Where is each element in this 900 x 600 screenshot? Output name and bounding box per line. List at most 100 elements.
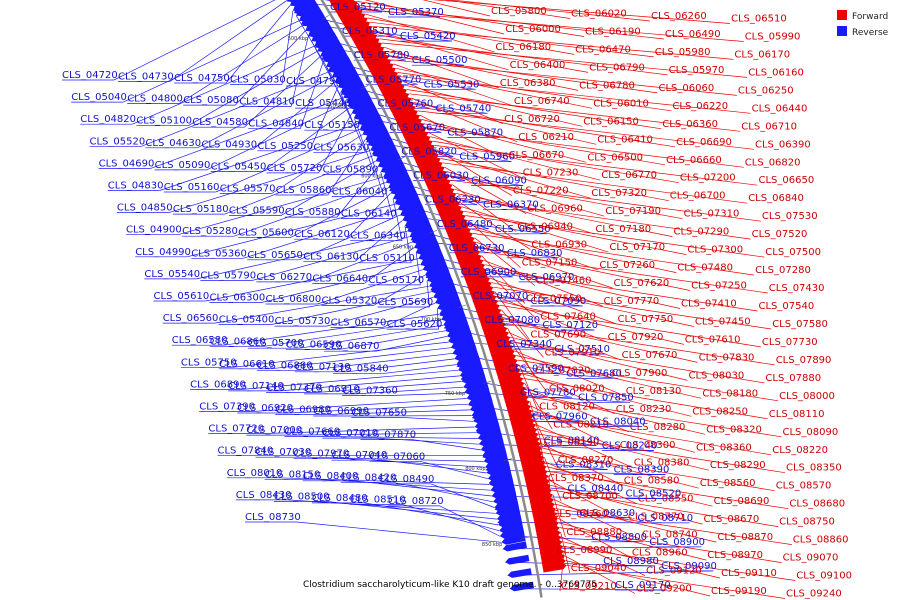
reverse-gene-marker xyxy=(505,554,530,565)
reverse-gene-marker xyxy=(435,291,459,305)
reverse-gene-label: CLS_05170 xyxy=(368,275,424,286)
reverse-gene-label: CLS_06480 xyxy=(437,219,493,230)
reverse-gene-label: CLS_06900 xyxy=(461,267,517,278)
reverse-gene-marker xyxy=(314,31,337,47)
forward-gene-label: CLS_08370 xyxy=(548,473,604,484)
forward-leader-line xyxy=(521,373,692,417)
forward-leader-line xyxy=(516,355,702,399)
forward-gene-label: CLS_07480 xyxy=(677,263,733,274)
forward-gene-marker xyxy=(436,201,461,215)
reverse-gene-label: CLS_07040 xyxy=(332,450,388,461)
reverse-gene-marker xyxy=(494,499,519,510)
forward-gene-label: CLS_08320 xyxy=(706,424,762,435)
reverse-gene-label: CLS_08520 xyxy=(626,489,682,500)
forward-gene-label: CLS_06000 xyxy=(505,24,561,35)
reverse-gene-label: CLS_04810 xyxy=(239,97,295,108)
forward-leader-line xyxy=(446,171,605,217)
reverse-gene-marker xyxy=(411,230,436,244)
forward-gene-label: CLS_07910 xyxy=(545,347,601,358)
reverse-leader-line xyxy=(456,366,619,379)
forward-gene-label: CLS_09100 xyxy=(796,571,852,582)
forward-gene-marker xyxy=(482,321,506,335)
forward-leader-line xyxy=(525,387,629,433)
forward-leader-line xyxy=(393,63,514,107)
forward-gene-label: CLS_08250 xyxy=(692,406,748,417)
forward-gene-marker xyxy=(483,326,508,339)
forward-leader-line xyxy=(523,378,768,420)
reverse-gene-marker xyxy=(487,470,512,481)
reverse-leader-line xyxy=(260,426,475,434)
reverse-gene-marker xyxy=(424,263,449,277)
reverse-gene-marker xyxy=(400,202,424,217)
reverse-leader-line xyxy=(354,220,403,262)
forward-gene-label: CLS_08700 xyxy=(562,491,618,502)
reverse-leader-line xyxy=(415,253,421,285)
reverse-gene-label: CLS_06570 xyxy=(331,318,387,329)
reverse-gene-label: CLS_04690 xyxy=(99,158,155,169)
scale-tick-label: 650 kbp xyxy=(393,245,413,251)
forward-gene-label: CLS_07150 xyxy=(522,258,578,269)
genome-backbone-arc xyxy=(320,0,543,598)
forward-gene-marker xyxy=(491,349,515,362)
forward-leader-line xyxy=(555,508,792,545)
reverse-leader-line xyxy=(159,123,358,191)
forward-gene-label: CLS_07580 xyxy=(772,319,828,330)
reverse-gene-label: CLS_06980 xyxy=(275,405,331,416)
forward-gene-marker xyxy=(486,335,511,348)
forward-gene-label: CLS_09190 xyxy=(711,586,767,597)
forward-gene-label: CLS_07410 xyxy=(681,299,737,310)
reverse-gene-label: CLS_08730 xyxy=(245,512,301,523)
reverse-gene-marker xyxy=(459,365,484,378)
reverse-gene-label: CLS_05370 xyxy=(388,7,444,18)
forward-gene-marker xyxy=(340,9,363,25)
forward-leader-line xyxy=(463,210,687,255)
reverse-gene-label: CLS_05610 xyxy=(154,291,210,302)
forward-gene-label: CLS_05800 xyxy=(491,6,547,17)
forward-leader-line xyxy=(558,522,707,561)
reverse-leader-line xyxy=(214,285,430,324)
forward-gene-marker xyxy=(397,114,420,129)
scale-tick-mark xyxy=(429,229,438,234)
reverse-gene-label: CLS_07140 xyxy=(228,381,284,392)
forward-gene-label: CLS_06250 xyxy=(738,85,794,96)
reverse-leader-line xyxy=(270,291,432,325)
forward-gene-marker xyxy=(401,122,425,138)
reverse-gene-marker xyxy=(427,269,451,283)
reverse-gene-label: CLS_08720 xyxy=(388,496,444,507)
forward-leader-line xyxy=(508,332,611,379)
reverse-gene-label: CLS_05120 xyxy=(330,2,386,13)
reverse-leader-line xyxy=(271,134,363,194)
forward-gene-label: CLS_07180 xyxy=(595,224,651,235)
forward-gene-label: CLS_06400 xyxy=(510,60,566,71)
reverse-gene-label: CLS_06130 xyxy=(303,251,359,262)
forward-gene-label: CLS_08120 xyxy=(539,401,595,412)
reverse-gene-label: CLS_08430 xyxy=(236,490,292,501)
reverse-gene-label: CLS_05540 xyxy=(144,269,200,280)
reverse-gene-label: CLS_07090 xyxy=(531,296,587,307)
reverse-gene-label: CLS_07130 xyxy=(295,362,351,373)
forward-leader-line xyxy=(559,527,782,563)
reverse-leader-line xyxy=(374,437,480,445)
reverse-leader-line xyxy=(317,269,423,305)
reverse-gene-label: CLS_06640 xyxy=(312,273,368,284)
reverse-leader-line xyxy=(392,198,403,241)
reverse-gene-label: CLS_05740 xyxy=(436,103,492,114)
forward-gene-label: CLS_08090 xyxy=(783,427,839,438)
reverse-gene-label: CLS_08140 xyxy=(544,436,600,447)
reverse-leader-line xyxy=(346,358,455,373)
forward-gene-marker xyxy=(492,353,517,366)
reverse-leader-line xyxy=(337,330,446,351)
forward-leader-line xyxy=(365,13,495,53)
forward-gene-label: CLS_06180 xyxy=(495,42,551,53)
forward-leader-line xyxy=(534,419,558,466)
forward-leader-line xyxy=(432,0,731,24)
forward-gene-label: CLS_07200 xyxy=(680,173,736,184)
reverse-leader-line xyxy=(281,10,294,85)
forward-leader-line xyxy=(426,127,744,168)
forward-leader-line xyxy=(498,300,684,345)
forward-gene-marker xyxy=(485,330,509,344)
forward-gene-label: CLS_06710 xyxy=(741,121,797,132)
forward-gene-marker xyxy=(464,272,489,285)
reverse-gene-marker xyxy=(456,354,481,367)
forward-gene-label: CLS_08000 xyxy=(779,391,835,402)
